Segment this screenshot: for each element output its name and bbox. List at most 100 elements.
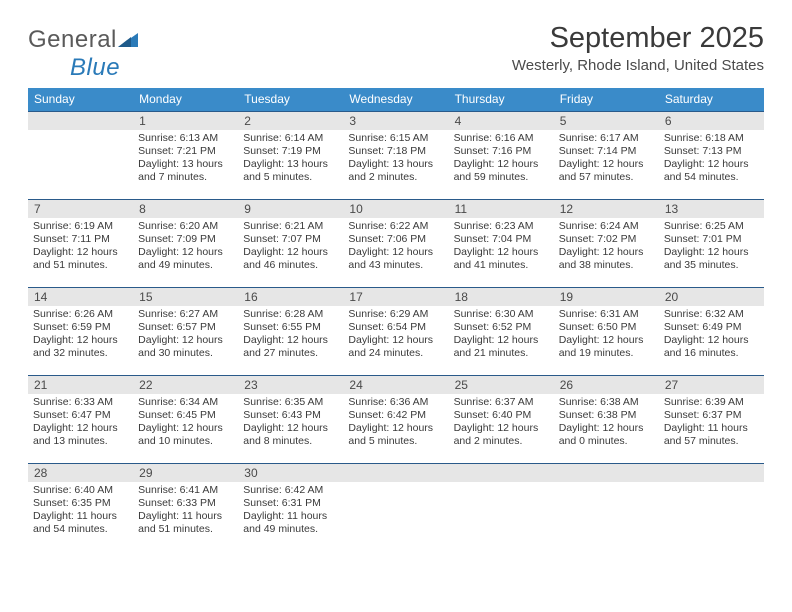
calendar-day-cell: 11Sunrise: 6:23 AMSunset: 7:04 PMDayligh… (449, 200, 554, 288)
daylight-text: Daylight: 12 hours and 59 minutes. (454, 158, 549, 184)
sunrise-text: Sunrise: 6:42 AM (243, 484, 338, 497)
daylight-text: Daylight: 12 hours and 27 minutes. (243, 334, 338, 360)
sunrise-text: Sunrise: 6:41 AM (138, 484, 233, 497)
calendar-day-cell: 1Sunrise: 6:13 AMSunset: 7:21 PMDaylight… (133, 112, 238, 200)
calendar-week-row: 7Sunrise: 6:19 AMSunset: 7:11 PMDaylight… (28, 200, 764, 288)
daylight-text: Daylight: 12 hours and 41 minutes. (454, 246, 549, 272)
day-details: Sunrise: 6:18 AMSunset: 7:13 PMDaylight:… (659, 130, 764, 187)
sunset-text: Sunset: 6:54 PM (348, 321, 443, 334)
calendar-day-cell: 16Sunrise: 6:28 AMSunset: 6:55 PMDayligh… (238, 288, 343, 376)
daylight-text: Daylight: 11 hours and 49 minutes. (243, 510, 338, 536)
day-number: 8 (133, 200, 238, 218)
day-number (554, 464, 659, 482)
sunset-text: Sunset: 6:43 PM (243, 409, 338, 422)
weekday-header: Tuesday (238, 88, 343, 112)
daylight-text: Daylight: 12 hours and 8 minutes. (243, 422, 338, 448)
sunrise-text: Sunrise: 6:38 AM (559, 396, 654, 409)
sunset-text: Sunset: 6:42 PM (348, 409, 443, 422)
sunrise-text: Sunrise: 6:23 AM (454, 220, 549, 233)
title-block: September 2025 Westerly, Rhode Island, U… (512, 22, 764, 74)
day-number: 13 (659, 200, 764, 218)
sunset-text: Sunset: 6:52 PM (454, 321, 549, 334)
daylight-text: Daylight: 12 hours and 16 minutes. (664, 334, 759, 360)
day-details: Sunrise: 6:24 AMSunset: 7:02 PMDaylight:… (554, 218, 659, 275)
day-number: 12 (554, 200, 659, 218)
day-details (659, 482, 764, 542)
calendar-day-cell: 18Sunrise: 6:30 AMSunset: 6:52 PMDayligh… (449, 288, 554, 376)
day-number: 28 (28, 464, 133, 482)
calendar-day-cell: 10Sunrise: 6:22 AMSunset: 7:06 PMDayligh… (343, 200, 448, 288)
day-details: Sunrise: 6:27 AMSunset: 6:57 PMDaylight:… (133, 306, 238, 363)
day-number: 29 (133, 464, 238, 482)
daylight-text: Daylight: 12 hours and 35 minutes. (664, 246, 759, 272)
weekday-header: Wednesday (343, 88, 448, 112)
calendar-day-cell: 28Sunrise: 6:40 AMSunset: 6:35 PMDayligh… (28, 464, 133, 552)
calendar-day-cell: 17Sunrise: 6:29 AMSunset: 6:54 PMDayligh… (343, 288, 448, 376)
sunset-text: Sunset: 7:02 PM (559, 233, 654, 246)
calendar-day-cell: 21Sunrise: 6:33 AMSunset: 6:47 PMDayligh… (28, 376, 133, 464)
daylight-text: Daylight: 11 hours and 57 minutes. (664, 422, 759, 448)
day-details: Sunrise: 6:33 AMSunset: 6:47 PMDaylight:… (28, 394, 133, 451)
day-details: Sunrise: 6:17 AMSunset: 7:14 PMDaylight:… (554, 130, 659, 187)
calendar-day-cell: 12Sunrise: 6:24 AMSunset: 7:02 PMDayligh… (554, 200, 659, 288)
day-details: Sunrise: 6:20 AMSunset: 7:09 PMDaylight:… (133, 218, 238, 275)
calendar-day-cell (343, 464, 448, 552)
daylight-text: Daylight: 12 hours and 24 minutes. (348, 334, 443, 360)
day-details: Sunrise: 6:15 AMSunset: 7:18 PMDaylight:… (343, 130, 448, 187)
sunset-text: Sunset: 6:57 PM (138, 321, 233, 334)
daylight-text: Daylight: 12 hours and 19 minutes. (559, 334, 654, 360)
sunrise-text: Sunrise: 6:28 AM (243, 308, 338, 321)
calendar-day-cell: 30 Sunrise: 6:42 AMSunset: 6:31 PMDayligh… (238, 464, 343, 552)
weekday-header: Friday (554, 88, 659, 112)
day-number (659, 464, 764, 482)
day-number: 9 (238, 200, 343, 218)
day-details: Sunrise: 6:37 AMSunset: 6:40 PMDaylight:… (449, 394, 554, 451)
day-details (449, 482, 554, 542)
daylight-text: Daylight: 12 hours and 51 minutes. (33, 246, 128, 272)
logo-text-blue: Blue (70, 54, 120, 81)
day-number: 7 (28, 200, 133, 218)
day-number: 30 (238, 464, 343, 482)
calendar-day-cell: 22Sunrise: 6:34 AMSunset: 6:45 PMDayligh… (133, 376, 238, 464)
sunrise-text: Sunrise: 6:25 AM (664, 220, 759, 233)
calendar-day-cell: 19Sunrise: 6:31 AMSunset: 6:50 PMDayligh… (554, 288, 659, 376)
day-number: 26 (554, 376, 659, 394)
calendar-day-cell: 3Sunrise: 6:15 AMSunset: 7:18 PMDaylight… (343, 112, 448, 200)
sunset-text: Sunset: 6:31 PM (243, 497, 338, 510)
day-details: Sunrise: 6:36 AMSunset: 6:42 PMDaylight:… (343, 394, 448, 451)
sunrise-text: Sunrise: 6:18 AM (664, 132, 759, 145)
header: GeneralBlue September 2025 Westerly, Rho… (28, 22, 764, 82)
daylight-text: Daylight: 13 hours and 5 minutes. (243, 158, 338, 184)
logo-triangle-icon (118, 33, 138, 52)
sunset-text: Sunset: 7:01 PM (664, 233, 759, 246)
calendar-day-cell: 20Sunrise: 6:32 AMSunset: 6:49 PMDayligh… (659, 288, 764, 376)
calendar-day-cell (659, 464, 764, 552)
calendar-day-cell: 27Sunrise: 6:39 AMSunset: 6:37 PMDayligh… (659, 376, 764, 464)
day-number: 27 (659, 376, 764, 394)
sunset-text: Sunset: 6:38 PM (559, 409, 654, 422)
sunrise-text: Sunrise: 6:39 AM (664, 396, 759, 409)
daylight-text: Daylight: 12 hours and 49 minutes. (138, 246, 233, 272)
weekday-header: Thursday (449, 88, 554, 112)
daylight-text: Daylight: 12 hours and 21 minutes. (454, 334, 549, 360)
sunset-text: Sunset: 7:06 PM (348, 233, 443, 246)
sunset-text: Sunset: 6:47 PM (33, 409, 128, 422)
day-number: 24 (343, 376, 448, 394)
sunrise-text: Sunrise: 6:16 AM (454, 132, 549, 145)
day-number: 16 (238, 288, 343, 306)
day-number: 10 (343, 200, 448, 218)
sunrise-text: Sunrise: 6:37 AM (454, 396, 549, 409)
calendar-day-cell: 26Sunrise: 6:38 AMSunset: 6:38 PMDayligh… (554, 376, 659, 464)
weekday-header: Sunday (28, 88, 133, 112)
calendar-day-cell: 7Sunrise: 6:19 AMSunset: 7:11 PMDaylight… (28, 200, 133, 288)
day-details: Sunrise: 6:41 AMSunset: 6:33 PMDaylight:… (133, 482, 238, 539)
sunrise-text: Sunrise: 6:14 AM (243, 132, 338, 145)
sunset-text: Sunset: 7:11 PM (33, 233, 128, 246)
day-number: 17 (343, 288, 448, 306)
calendar-day-cell: 13 Sunrise: 6:25 AMSunset: 7:01 PMDayligh… (659, 200, 764, 288)
calendar-day-cell: 2Sunrise: 6:14 AMSunset: 7:19 PMDaylight… (238, 112, 343, 200)
day-details: Sunrise: 6:40 AMSunset: 6:35 PMDaylight:… (28, 482, 133, 539)
sunset-text: Sunset: 7:16 PM (454, 145, 549, 158)
day-details: Sunrise: 6:16 AMSunset: 7:16 PMDaylight:… (449, 130, 554, 187)
calendar-day-cell: 9Sunrise: 6:21 AMSunset: 7:07 PMDaylight… (238, 200, 343, 288)
